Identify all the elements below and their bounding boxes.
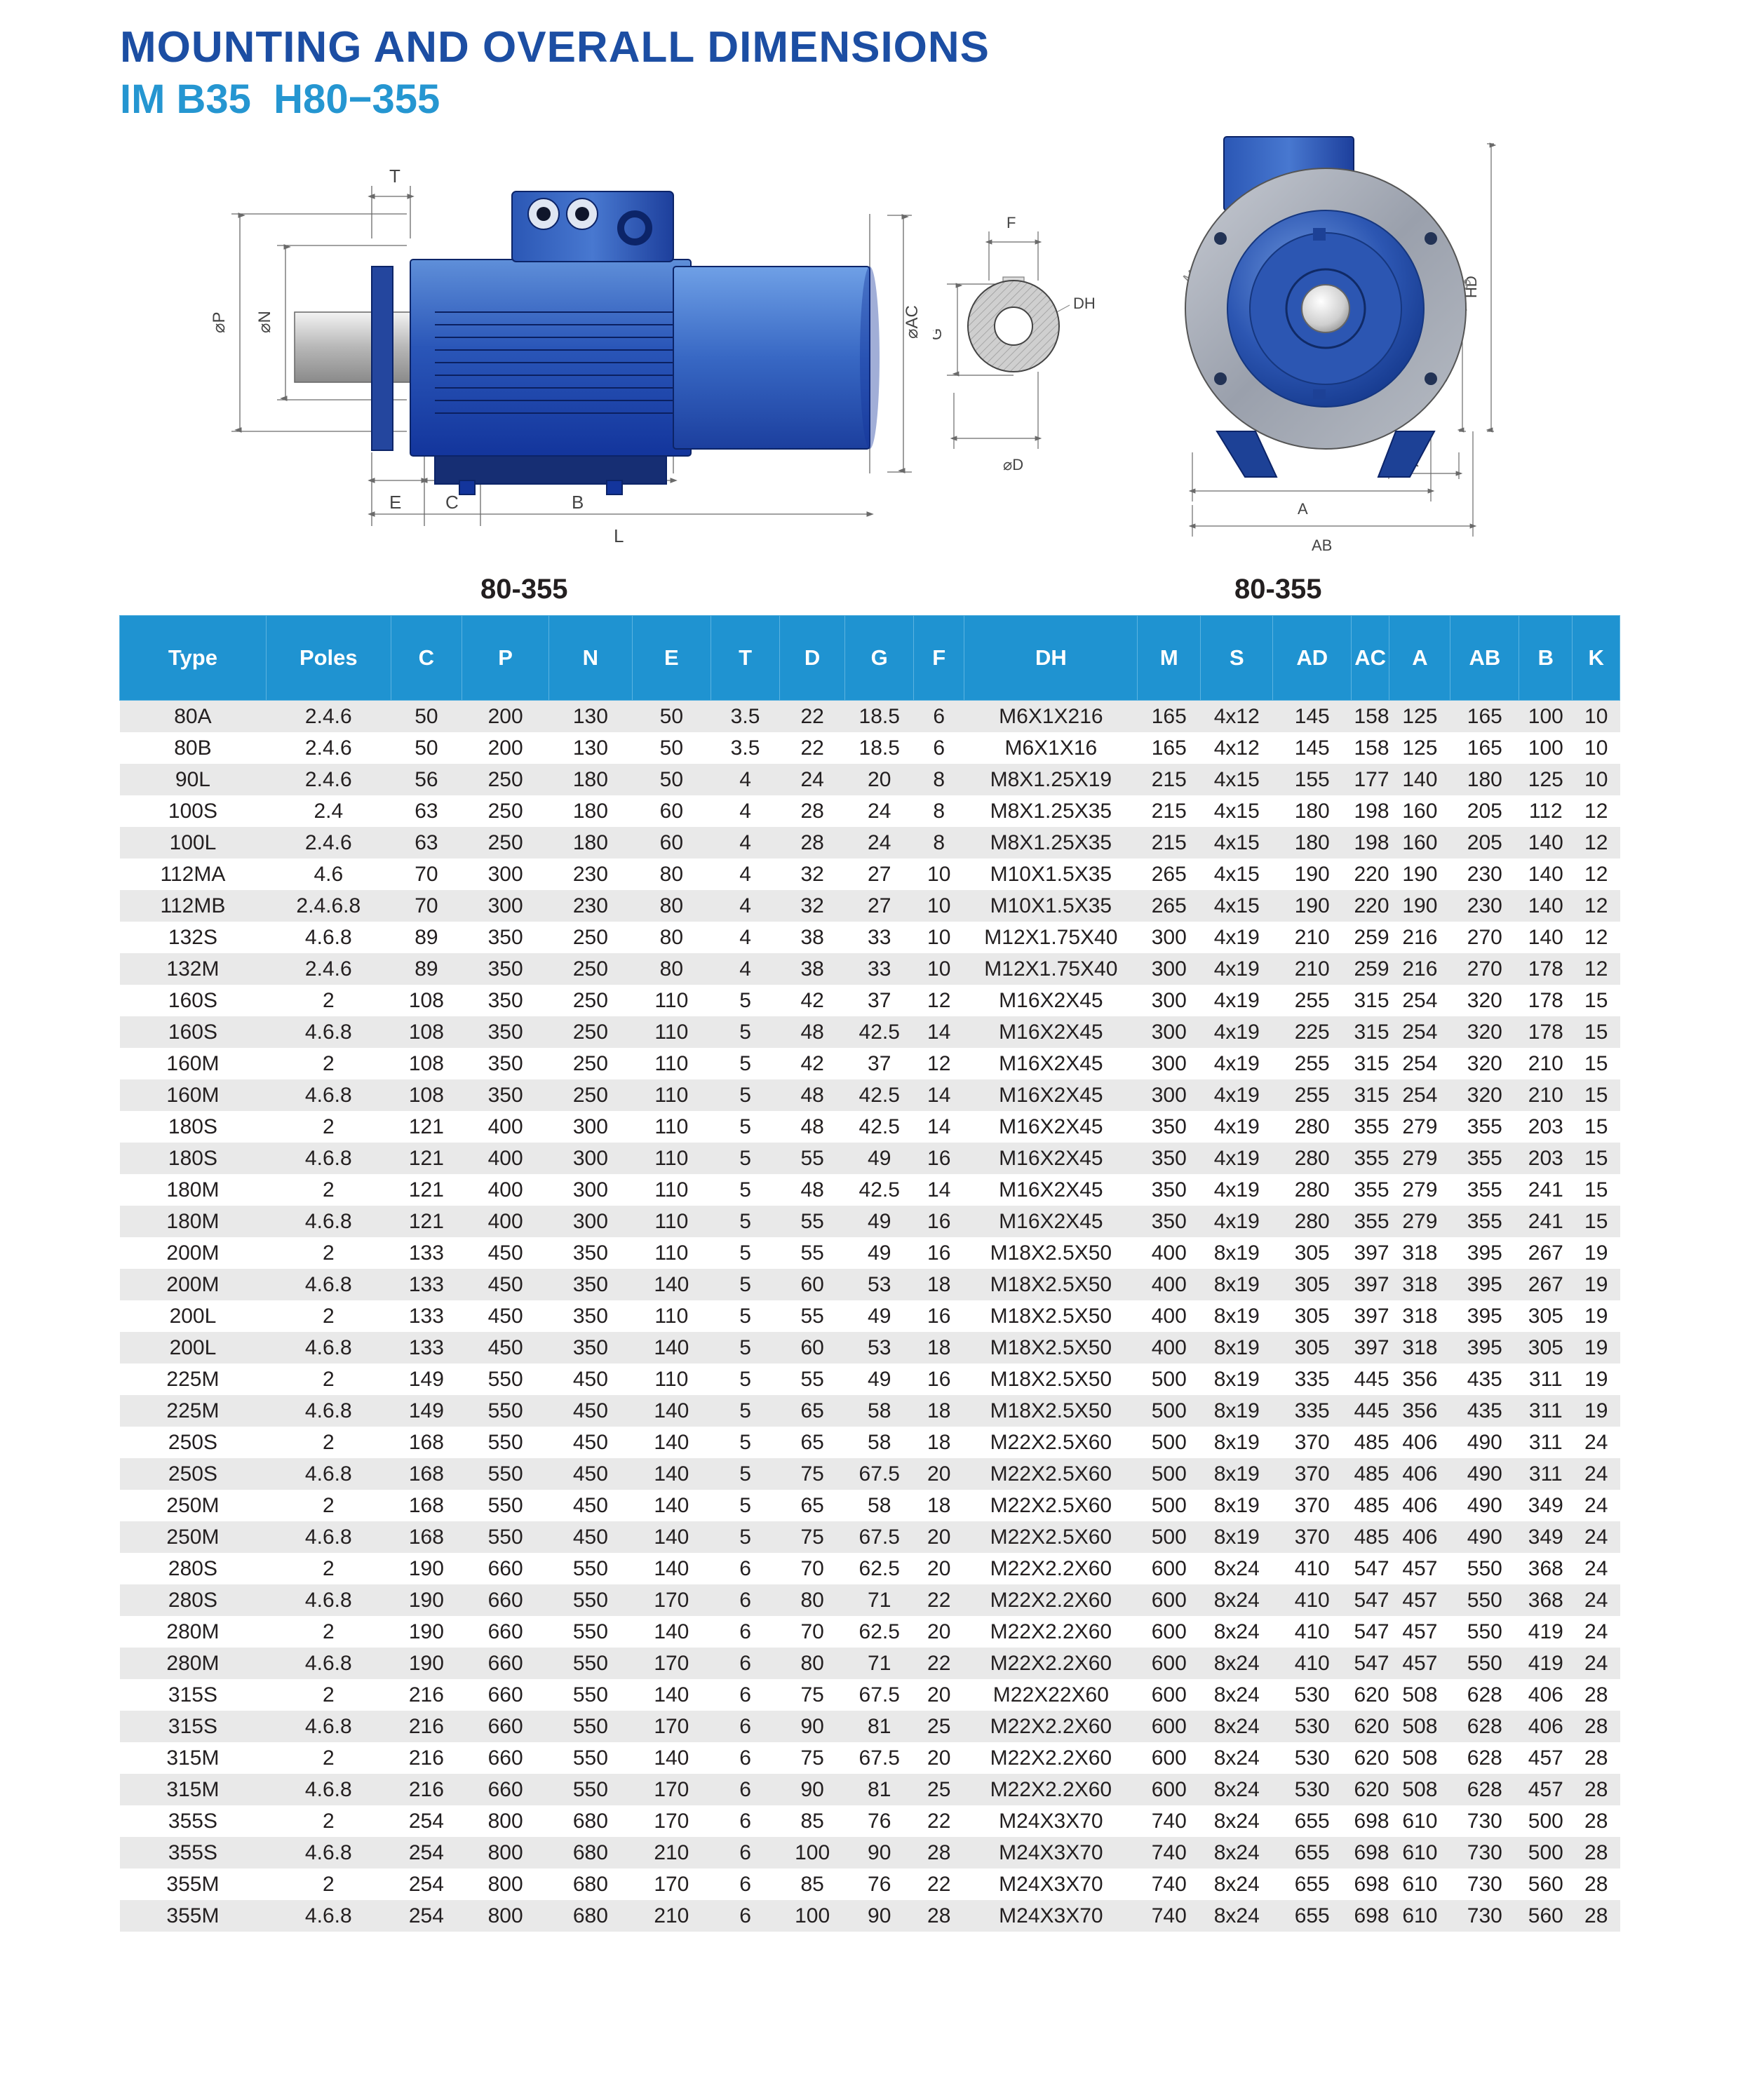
svg-text:B: B [572, 492, 584, 513]
svg-text:T: T [389, 166, 400, 187]
svg-text:F: F [1006, 214, 1016, 231]
svg-text:G: G [933, 328, 945, 340]
svg-text:⌀D: ⌀D [1003, 456, 1023, 473]
svg-text:E: E [389, 492, 401, 513]
svg-text:L: L [614, 525, 624, 546]
svg-text:⌀AC: ⌀AC [903, 305, 922, 339]
svg-text:AB: AB [1312, 537, 1332, 554]
svg-text:C: C [445, 492, 459, 513]
svg-text:⌀P: ⌀P [210, 312, 229, 333]
svg-text:DH: DH [1073, 295, 1096, 312]
svg-text:A: A [1298, 500, 1308, 518]
svg-text:⌀N: ⌀N [255, 311, 274, 333]
